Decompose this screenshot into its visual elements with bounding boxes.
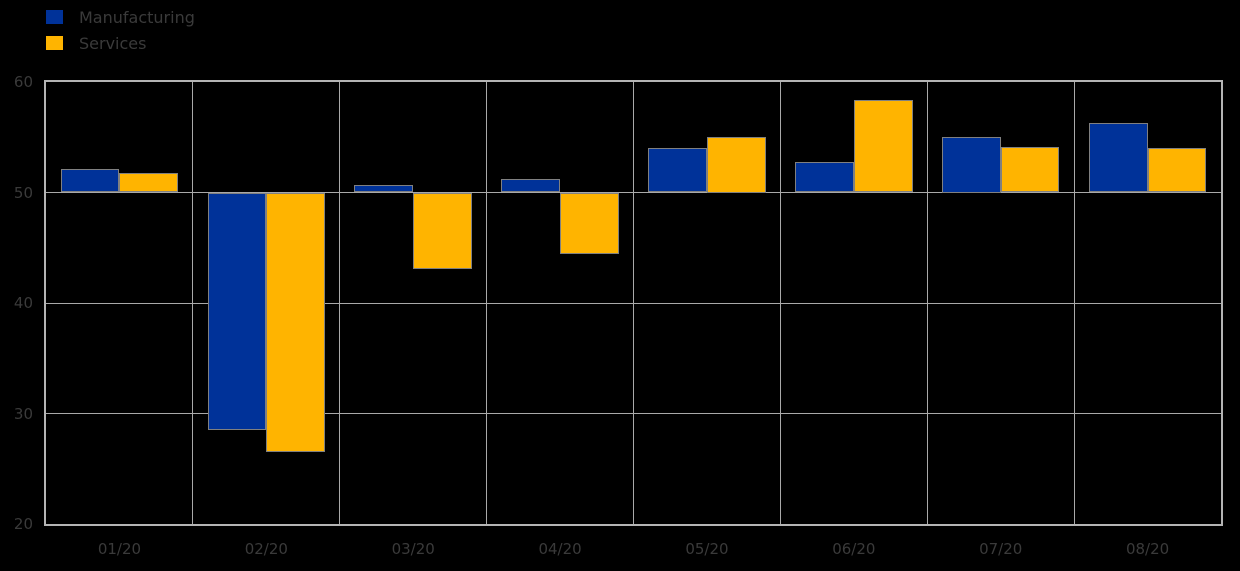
- bar-services-01/20: [119, 172, 179, 193]
- gridline-x-1: [192, 82, 194, 524]
- y-tick-label-40: 40: [13, 294, 33, 312]
- bar-manufacturing-02/20: [207, 192, 267, 431]
- gridline-x-2: [339, 82, 341, 524]
- bar-services-04/20: [560, 192, 619, 255]
- bar-manufacturing-06/20: [795, 161, 854, 193]
- x-tick-label-05-20: 05/20: [685, 540, 729, 558]
- bar-services-05/20: [706, 137, 766, 193]
- legend-label-manufacturing: Manufacturing: [79, 7, 195, 27]
- y-tick-label-60: 60: [13, 73, 33, 91]
- y-tick-label-30: 30: [13, 404, 33, 423]
- y-tick-label-50: 50: [13, 183, 33, 202]
- y-tick-label-20: 20: [13, 515, 33, 533]
- gridline-x-5: [779, 82, 781, 524]
- gridline-x-3: [486, 82, 488, 524]
- x-tick-label-01-20: 01/20: [97, 540, 142, 558]
- chart-legend: Manufacturing Services: [46, 6, 195, 58]
- bar-services-07/20: [1000, 147, 1060, 193]
- legend-item-services: Services: [46, 32, 195, 54]
- bar-manufacturing-04/20: [501, 179, 561, 193]
- legend-item-manufacturing: Manufacturing: [46, 6, 195, 28]
- manufacturing-swatch-icon: [46, 10, 63, 24]
- bar-services-03/20: [413, 192, 472, 269]
- bar-manufacturing-03/20: [354, 184, 414, 193]
- bar-services-08/20: [1147, 148, 1207, 193]
- x-tick-label-02-20: 02/20: [244, 540, 288, 558]
- bar-manufacturing-05/20: [648, 148, 707, 193]
- x-tick-label-06-20: 06/20: [832, 540, 876, 558]
- gridline-x-6: [926, 82, 928, 524]
- bar-services-06/20: [853, 99, 913, 193]
- x-tick-label-04-20: 04/20: [538, 540, 582, 558]
- bar-services-02/20: [266, 192, 326, 453]
- bar-manufacturing-07/20: [941, 137, 1001, 193]
- x-tick-label-07-20: 07/20: [979, 540, 1023, 558]
- legend-label-services: Services: [79, 33, 147, 53]
- services-swatch-icon: [46, 36, 63, 50]
- gridline-x-4: [633, 82, 634, 524]
- bar-manufacturing-01/20: [60, 169, 120, 193]
- bar-manufacturing-08/20: [1088, 122, 1148, 193]
- gridline-x-7: [1073, 82, 1075, 524]
- x-tick-label-03-20: 03/20: [391, 540, 435, 558]
- x-tick-label-08-20: 08/20: [1125, 540, 1170, 558]
